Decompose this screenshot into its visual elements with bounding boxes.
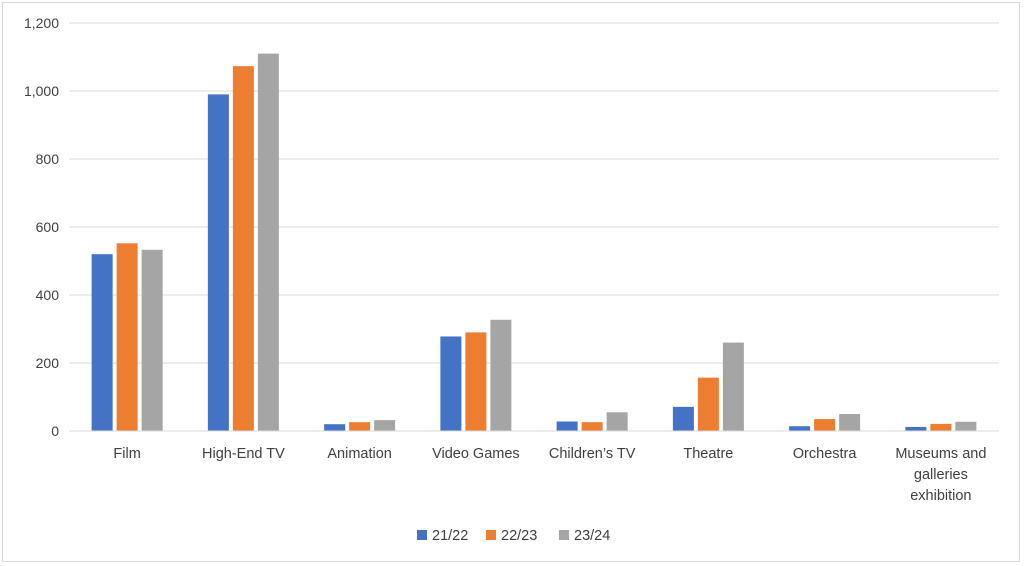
bar-22-23-4 <box>581 422 603 431</box>
y-tick-label: 1,000 <box>24 83 59 99</box>
x-category-label: Children’s TV <box>549 446 636 462</box>
legend: 21/22 22/23 23/24 <box>417 528 610 544</box>
x-category-label: exhibition <box>910 488 971 504</box>
bar-21-22-2 <box>324 424 346 431</box>
y-tick-label: 0 <box>51 423 59 439</box>
bar-22-23-0 <box>116 243 138 431</box>
bars <box>91 53 977 432</box>
bar-21-22-3 <box>440 336 462 431</box>
x-category-label: Museums and <box>895 446 986 462</box>
legend-label: 23/24 <box>574 528 610 544</box>
bar-21-22-1 <box>207 94 229 432</box>
legend-swatch <box>486 530 496 540</box>
bar-22-23-5 <box>697 377 719 431</box>
legend-label: 21/22 <box>432 528 468 544</box>
x-category-label: Orchestra <box>793 446 858 462</box>
y-tick-label: 400 <box>36 287 60 303</box>
bar-23-24-6 <box>839 414 861 431</box>
bar-23-24-2 <box>374 420 396 431</box>
x-category-label: High-End TV <box>202 446 285 462</box>
x-category-label: Video Games <box>432 446 520 462</box>
y-tick-label: 800 <box>36 151 60 167</box>
y-tick-label: 200 <box>36 355 60 371</box>
bar-21-22-6 <box>789 426 811 431</box>
y-tick-label: 600 <box>36 219 60 235</box>
bar-21-22-4 <box>556 421 578 431</box>
x-axis-categories: Film High-End TV Animation Video Games Child… <box>113 446 986 504</box>
x-category-label: galleries <box>914 467 968 483</box>
x-category-label: Animation <box>327 446 391 462</box>
bar-23-24-3 <box>490 319 512 431</box>
y-axis-ticks: 0 200 400 600 800 1,000 1,200 <box>24 15 59 439</box>
bar-22-23-7 <box>930 423 952 431</box>
bar-23-24-0 <box>141 249 163 431</box>
bar-23-24-1 <box>257 53 279 431</box>
legend-swatch <box>559 530 569 540</box>
bar-22-23-6 <box>814 419 836 431</box>
x-category-label: Film <box>113 446 140 462</box>
y-tick-label: 1,200 <box>24 15 59 31</box>
legend-label: 22/23 <box>501 528 537 544</box>
bar-23-24-5 <box>722 342 744 431</box>
bar-21-22-7 <box>905 426 927 431</box>
bar-21-22-5 <box>672 406 694 431</box>
bar-22-23-2 <box>349 422 371 431</box>
bar-21-22-0 <box>91 254 113 431</box>
bar-22-23-1 <box>232 66 254 432</box>
bar-22-23-3 <box>465 332 487 431</box>
bar-23-24-4 <box>606 412 628 431</box>
legend-swatch <box>417 530 427 540</box>
bar-chart: 0 200 400 600 800 1,000 1,200 Film High-End TV A… <box>24 15 999 544</box>
x-category-label: Theatre <box>683 446 733 462</box>
bar-23-24-7 <box>955 421 977 431</box>
